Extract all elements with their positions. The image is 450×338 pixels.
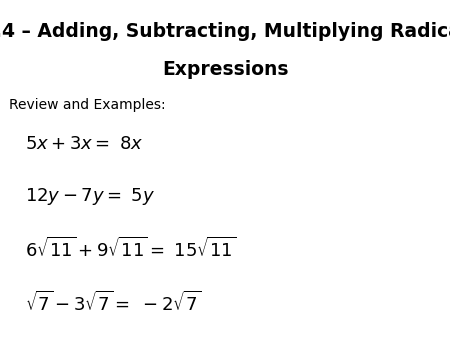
- Text: 7.4 – Adding, Subtracting, Multiplying Radical: 7.4 – Adding, Subtracting, Multiplying R…: [0, 22, 450, 41]
- Text: Review and Examples:: Review and Examples:: [9, 98, 166, 112]
- Text: $12y-7y =\ 5y$: $12y-7y =\ 5y$: [25, 186, 155, 207]
- Text: $\sqrt{7}-3\sqrt{7} =\ -2\sqrt{7}$: $\sqrt{7}-3\sqrt{7} =\ -2\sqrt{7}$: [25, 291, 201, 315]
- Text: Expressions: Expressions: [162, 61, 288, 79]
- Text: $6\sqrt{11}+9\sqrt{11} =\ 15\sqrt{11}$: $6\sqrt{11}+9\sqrt{11} =\ 15\sqrt{11}$: [25, 237, 236, 261]
- Text: $5x+3x =\ 8x$: $5x+3x =\ 8x$: [25, 135, 143, 153]
